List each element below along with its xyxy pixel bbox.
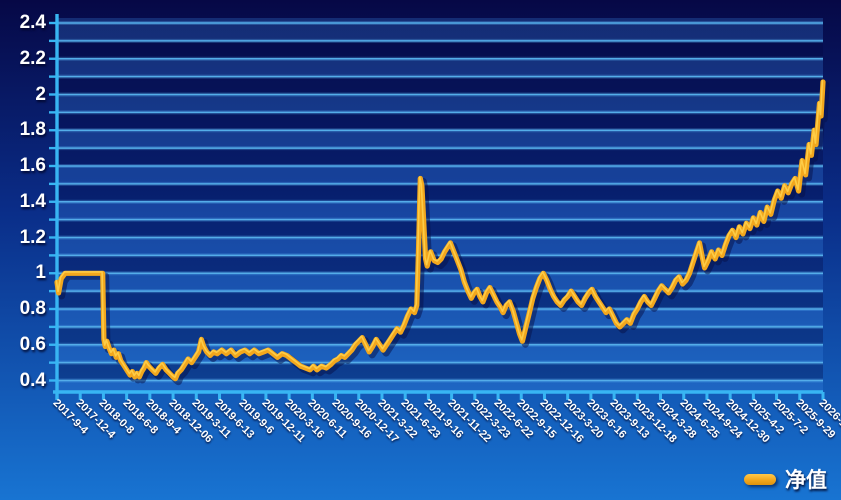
plot-band xyxy=(58,40,823,59)
y-axis-label: 2 xyxy=(35,83,46,105)
plot-band xyxy=(58,94,823,113)
y-axis-label: 1.4 xyxy=(19,190,46,212)
legend-label: 净值 xyxy=(785,469,827,492)
plot-band xyxy=(58,130,823,149)
plot-band xyxy=(58,344,823,363)
y-axis-label: 1.6 xyxy=(19,155,46,176)
legend: 净值 xyxy=(744,464,827,494)
plot-band xyxy=(58,273,823,292)
y-axis-label: 1.8 xyxy=(19,119,46,141)
plot-band xyxy=(58,380,823,392)
plot-band xyxy=(58,219,823,238)
y-axis-label: 1 xyxy=(35,262,46,284)
y-axis-label: 0.8 xyxy=(19,298,46,319)
series-line-highlight xyxy=(55,79,824,379)
plot-band xyxy=(58,309,823,327)
y-axis-label: 0.4 xyxy=(19,369,46,391)
plot-band xyxy=(58,148,823,166)
y-axis-label: 1.2 xyxy=(19,226,46,248)
y-axis-label: 2.4 xyxy=(19,12,46,33)
y-axis-label: 2.2 xyxy=(19,47,46,69)
plot-band xyxy=(58,166,823,184)
plot-band xyxy=(58,237,823,256)
plot-band xyxy=(58,326,823,345)
y-axis-label: 0.6 xyxy=(19,333,46,355)
legend-line-marker xyxy=(744,473,776,485)
plot-band xyxy=(58,112,823,131)
plot-band xyxy=(58,58,823,77)
plot-band xyxy=(58,362,823,381)
plot-band xyxy=(58,201,823,220)
plot-band xyxy=(58,76,823,95)
plot-band xyxy=(58,183,823,202)
plot-band xyxy=(58,291,823,309)
